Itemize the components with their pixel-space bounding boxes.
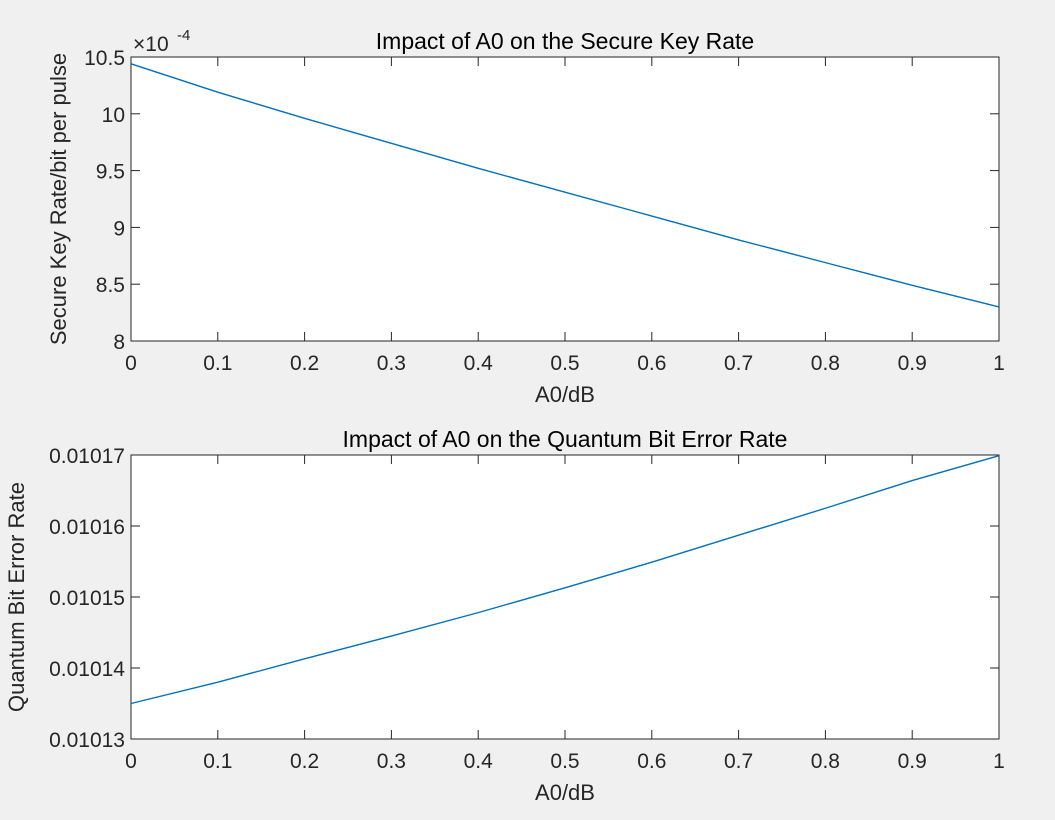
y-tick-label: 0.01015 xyxy=(49,587,125,610)
x-tick-label: 0.3 xyxy=(377,750,406,773)
x-tick-label: 0.2 xyxy=(290,750,319,773)
plot-area xyxy=(130,454,1000,740)
x-tick-label: 0.2 xyxy=(290,352,319,375)
x-tick-label: 0.5 xyxy=(550,352,579,375)
y-tick-label: 10 xyxy=(102,104,125,127)
x-tick-label: 0.9 xyxy=(898,352,927,375)
series-line xyxy=(130,455,1000,705)
x-tick-label: 1 xyxy=(993,750,1005,773)
y-axis-label: Quantum Bit Error Rate xyxy=(4,482,29,712)
x-tick-label: 0.5 xyxy=(550,750,579,773)
y-tick-label: 0.01014 xyxy=(49,658,125,681)
x-tick-label: 0.8 xyxy=(811,352,840,375)
x-tick-label: 0.8 xyxy=(811,750,840,773)
y-exponent-power: -4 xyxy=(177,27,190,44)
x-axis-label: A0/dB xyxy=(535,382,595,407)
y-tick-label: 8.5 xyxy=(96,274,125,297)
x-tick-label: 1 xyxy=(993,352,1005,375)
y-exponent-base: ×10 xyxy=(133,33,169,56)
y-tick-label: 0.01016 xyxy=(49,516,125,539)
x-tick-label: 0.3 xyxy=(377,352,406,375)
x-tick-label: 0.9 xyxy=(898,750,927,773)
chart-quantum-bit-error-rate: 0 0.1 0.2 0.3 0.4 0.5 0.6 0.7 0.8 0.9 1 0.01013 0.01… xyxy=(4,426,1005,805)
x-tick-label: 0.1 xyxy=(203,352,232,375)
x-tick-label: 0.4 xyxy=(464,750,494,773)
x-tick-label: 0 xyxy=(125,352,137,375)
y-axis-label: Secure Key Rate/bit per pulse xyxy=(46,53,71,345)
x-tick-label: 0 xyxy=(125,750,137,773)
x-tick-label: 0.6 xyxy=(637,352,666,375)
x-tick-label: 0.1 xyxy=(203,750,232,773)
y-tick-label: 9.5 xyxy=(96,161,125,184)
chart-title: Impact of A0 on the Quantum Bit Error Ra… xyxy=(343,426,788,452)
y-tick-label: 9 xyxy=(113,217,125,240)
x-tick-label: 0.7 xyxy=(724,352,753,375)
y-tick-label: 0.01017 xyxy=(49,445,125,468)
x-tick-label: 0.4 xyxy=(464,352,494,375)
plot-area xyxy=(130,56,1000,342)
chart-title: Impact of A0 on the Secure Key Rate xyxy=(376,28,754,54)
y-tick-label: 8 xyxy=(113,331,125,354)
y-tick-label: 10.5 xyxy=(84,47,125,70)
y-tick-label: 0.01013 xyxy=(49,729,125,752)
x-tick-label: 0.6 xyxy=(637,750,666,773)
x-axis-label: A0/dB xyxy=(535,780,595,805)
series-line xyxy=(130,63,1000,308)
chart-secure-key-rate: 0 0.1 0.2 0.3 0.4 0.5 0.6 0.7 0.8 0.9 1 8 8.5 9 9.5 10 1… xyxy=(46,27,1005,407)
x-tick-label: 0.7 xyxy=(724,750,753,773)
